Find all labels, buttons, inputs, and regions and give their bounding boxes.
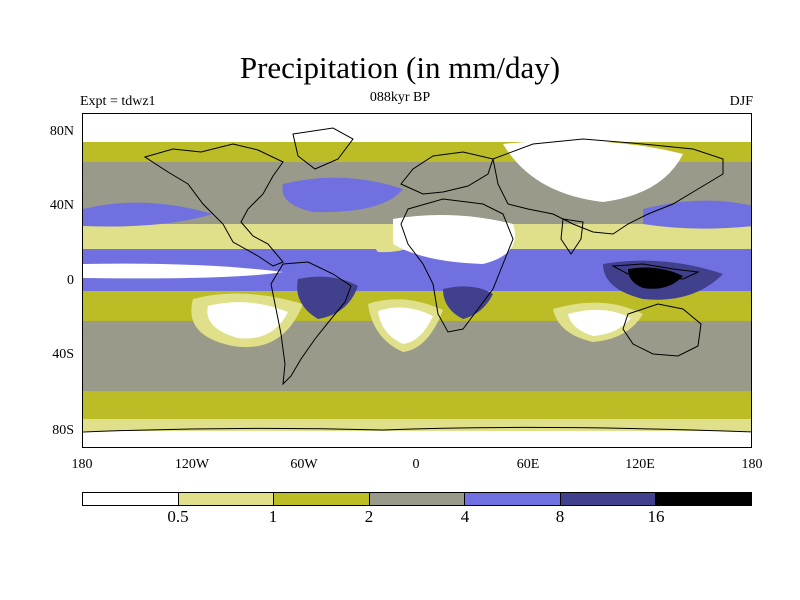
- precipitation-map: [82, 113, 752, 448]
- south-america-outline: [270, 261, 352, 386]
- band-antarctic: [83, 431, 751, 447]
- europe-outline: [400, 151, 494, 195]
- indian-dry-south-core: [568, 309, 631, 336]
- y-tick-80s: 80S: [52, 423, 74, 438]
- sahara-dry: [393, 215, 515, 264]
- pacific-dry-north: [83, 263, 283, 279]
- africa-wet: [443, 286, 493, 319]
- colorbar: [82, 492, 752, 506]
- y-tick-40s: 40S: [52, 347, 74, 362]
- y-tick-40n: 40N: [49, 198, 74, 213]
- season-label: DJF: [729, 94, 753, 109]
- x-tick-180-right: 180: [741, 457, 763, 472]
- colorbar-box-2: [178, 493, 275, 505]
- colorbar-label-4: 4: [460, 507, 470, 526]
- experiment-label: Expt = tdwz1: [80, 94, 156, 109]
- x-tick-60e: 60E: [516, 457, 540, 472]
- colorbar-box-1: [83, 493, 179, 505]
- band-arctic: [83, 114, 751, 142]
- time-label: 088kyr BP: [369, 90, 431, 105]
- x-tick-120e: 120E: [625, 457, 655, 472]
- southern-ocean-wet: [83, 400, 751, 419]
- coastlines: [83, 127, 751, 433]
- x-tick-0: 0: [412, 457, 420, 472]
- colorbar-box-4: [369, 493, 466, 505]
- north-pacific-wet: [83, 202, 213, 227]
- greenland-outline: [292, 127, 354, 170]
- colorbar-box-7: [656, 493, 752, 505]
- y-tick-0: 0: [67, 273, 74, 288]
- amazon-wet: [297, 276, 358, 319]
- map-canvas: [83, 114, 751, 447]
- australia-outline: [622, 303, 702, 357]
- warm-pool-core: [628, 267, 683, 289]
- colorbar-box-6: [560, 493, 657, 505]
- asia-outline: [492, 138, 724, 235]
- indonesia-outline: [611, 263, 700, 280]
- north-america-outline: [143, 143, 284, 267]
- colorbar-label-1: 1: [268, 507, 278, 526]
- x-tick-60w: 60W: [290, 457, 318, 472]
- asia-dry: [503, 140, 683, 202]
- colorbar-box-5: [465, 493, 561, 505]
- pacific-dry-south-core: [207, 302, 288, 339]
- atlantic-dry-south-core: [378, 307, 433, 344]
- x-tick-120w: 120W: [174, 457, 210, 472]
- north-pacific-wet-east: [643, 200, 751, 229]
- chart-title: Precipitation (in mm/day): [239, 50, 561, 85]
- colorbar-label-8: 8: [555, 507, 565, 526]
- x-tick-180-left: 180: [71, 457, 93, 472]
- colorbar-box-3: [274, 493, 370, 505]
- colorbar-label-0-5: 0.5: [167, 507, 189, 526]
- colorbar-label-16: 16: [647, 507, 665, 526]
- north-atlantic-wet: [282, 177, 403, 213]
- india-outline: [560, 218, 584, 255]
- colorbar-label-2: 2: [364, 507, 374, 526]
- antarctica-outline: [83, 426, 751, 433]
- africa-outline: [400, 198, 514, 333]
- y-tick-80n: 80N: [49, 124, 74, 139]
